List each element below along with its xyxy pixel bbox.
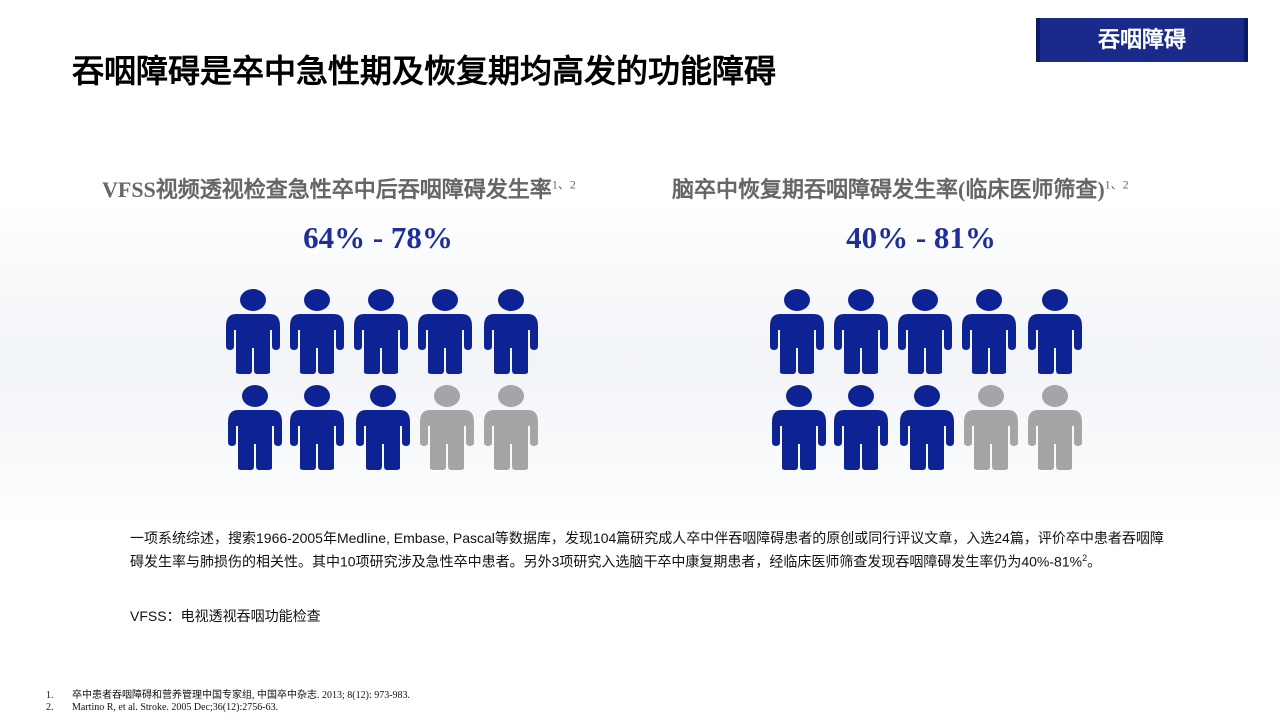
panel-heading: VFSS视频透视检查急性卒中后吞咽障碍发生率1、2: [102, 172, 576, 204]
person-icon: [418, 289, 472, 374]
person-icon: [290, 385, 344, 470]
person-icon: [964, 385, 1018, 470]
person-icon: [290, 289, 344, 374]
person-icon: [770, 289, 824, 374]
citation: 1、2: [1104, 177, 1129, 192]
people-icons: [770, 289, 1082, 470]
heading-text: VFSS视频透视检查急性卒中后吞咽障碍发生率: [102, 177, 552, 202]
paragraph-end: 。: [1087, 553, 1102, 570]
paragraph-text: 一项系统综述，搜索1966-2005年Medline, Embase, Pasc…: [130, 530, 1164, 570]
ref-text: 卒中患者吞咽障碍和营养管理中国专家组, 中国卒中杂志. 2013; 8(12):…: [72, 690, 411, 701]
person-icon: [1028, 289, 1082, 374]
range: 40% - 81%: [846, 220, 996, 255]
person-icon: [900, 385, 954, 470]
note: VFSS：电视透视吞咽功能检查: [130, 608, 321, 624]
person-icon: [226, 289, 280, 374]
person-icon: [484, 289, 538, 374]
citation: 1、2: [551, 177, 576, 192]
paragraph: 一项系统综述，搜索1966-2005年Medline, Embase, Pasc…: [130, 528, 1170, 572]
panel-heading: 脑卒中恢复期吞咽障碍发生率(临床医师筛查)1、2: [672, 172, 1129, 204]
person-icon: [962, 289, 1016, 374]
person-icon: [356, 385, 410, 470]
person-icon: [898, 289, 952, 374]
range: 64% - 78%: [303, 220, 453, 255]
ref-num: 2.: [46, 702, 54, 713]
person-icon: [228, 385, 282, 470]
people-icons: [226, 289, 538, 470]
citation: 2: [1082, 553, 1088, 563]
person-icon: [420, 385, 474, 470]
person-icon: [1028, 385, 1082, 470]
person-icon: [834, 289, 888, 374]
ref-num: 1.: [46, 690, 54, 701]
person-icon: [354, 289, 408, 374]
person-icon: [772, 385, 826, 470]
tag: 吞咽障碍: [1036, 18, 1248, 62]
reference: 1. 卒中患者吞咽障碍和营养管理中国专家组, 中国卒中杂志. 2013; 8(12…: [46, 686, 410, 701]
ref-text: Martino R, et al. Stroke. 2005 Dec;36(12…: [72, 702, 279, 713]
reference: 2. Martino R, et al. Stroke. 2005 Dec;36(…: [46, 702, 278, 713]
person-icon: [834, 385, 888, 470]
heading-text: 脑卒中恢复期吞咽障碍发生率(临床医师筛查): [672, 177, 1105, 202]
title: 吞咽障碍是卒中急性期及恢复期均高发的功能障碍: [72, 53, 777, 89]
person-icon: [484, 385, 538, 470]
